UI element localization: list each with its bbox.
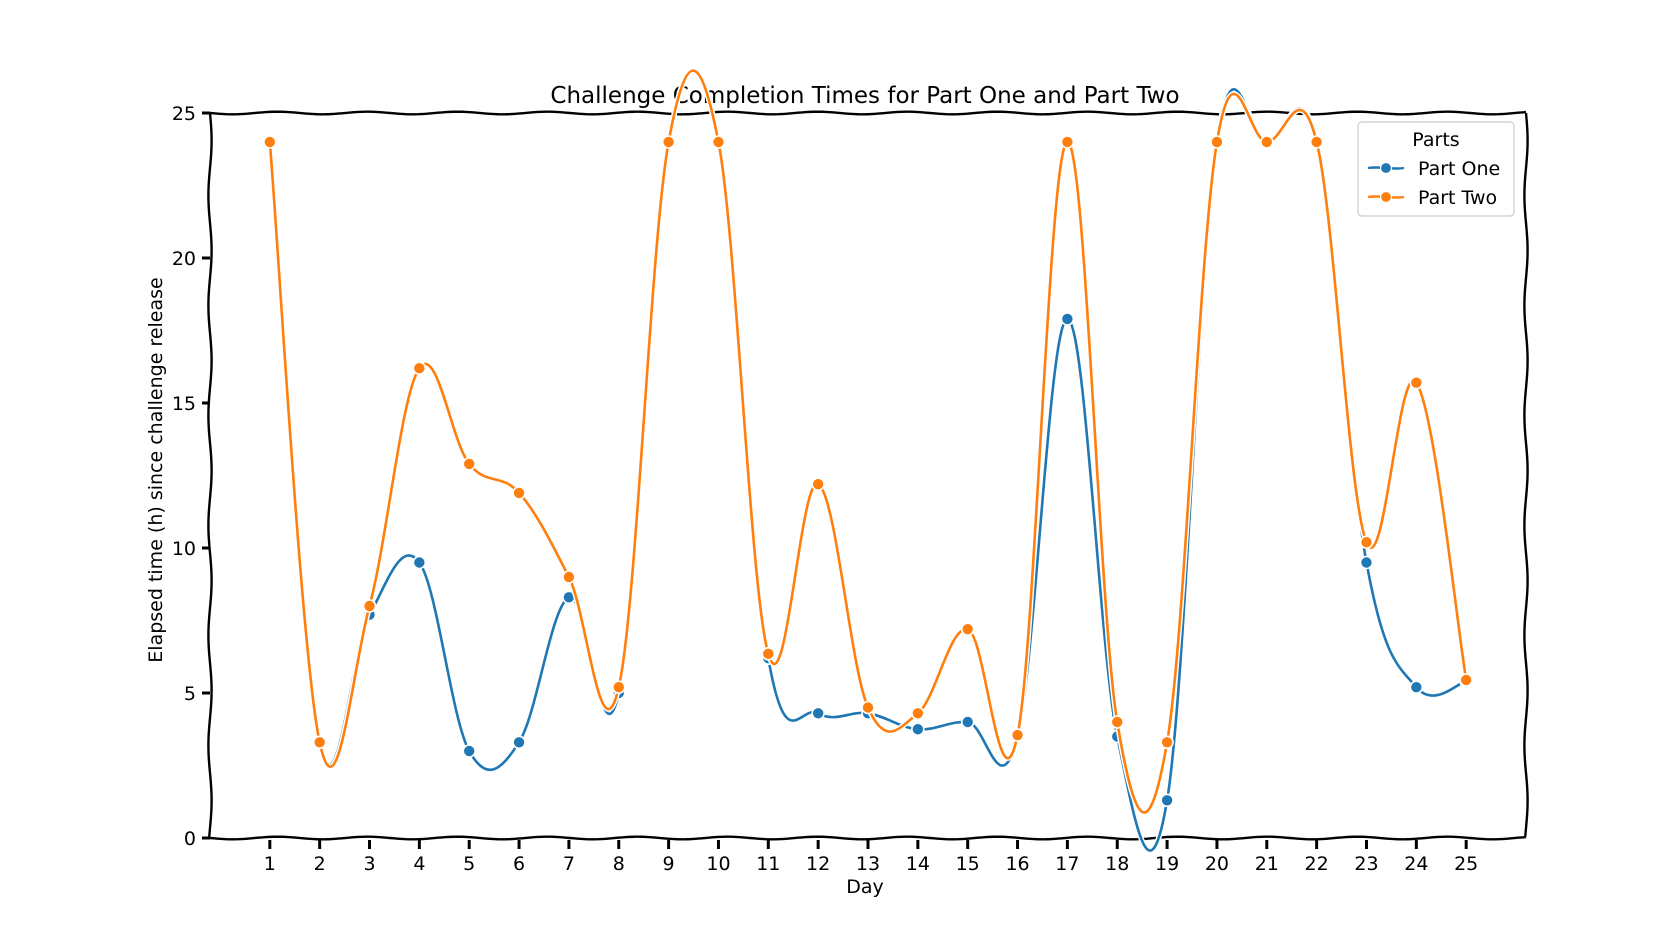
x-tick-label: 22 xyxy=(1305,853,1329,875)
x-tick-label: 13 xyxy=(856,853,880,875)
x-tick-label: 6 xyxy=(513,853,525,875)
legend-items: Part One Part Two xyxy=(1367,158,1500,209)
data-point xyxy=(312,735,327,750)
data-point xyxy=(1060,135,1075,149)
data-point xyxy=(811,477,825,492)
x-tick-label: 11 xyxy=(756,853,780,875)
x-tick-label: 21 xyxy=(1255,853,1279,875)
data-point xyxy=(1409,680,1424,695)
data-point xyxy=(462,457,477,471)
legend: Parts Part One Part Two xyxy=(1357,121,1515,217)
y-tick-label: 0 xyxy=(184,828,196,850)
chart-title: Challenge Completion Times for Part One … xyxy=(550,83,1179,109)
x-tick-label: 20 xyxy=(1205,853,1229,875)
x-axis: 1 2 3 4 5 6 7 8 9 10 11 12 13 14 15 16 17 18 19 20 21 22 23 24 2… xyxy=(264,840,1478,875)
legend-marker xyxy=(1379,190,1393,204)
data-point xyxy=(711,135,726,149)
x-axis-label: Day xyxy=(846,876,884,898)
left-spine xyxy=(207,112,213,838)
x-tick-label: 3 xyxy=(363,853,375,875)
bottom-spine xyxy=(209,835,1527,841)
legend-item: Part One xyxy=(1367,158,1500,180)
x-tick-label: 23 xyxy=(1354,853,1378,875)
x-tick-label: 17 xyxy=(1055,853,1079,875)
top-spine xyxy=(209,110,1527,116)
y-tick-label: 5 xyxy=(184,683,196,705)
y-axis-label: Elapsed time (h) since challenge release xyxy=(145,277,167,662)
data-point xyxy=(1309,135,1324,149)
data-point xyxy=(1259,135,1274,149)
data-point xyxy=(1160,793,1174,808)
legend-title: Parts xyxy=(1412,129,1459,151)
series-layer xyxy=(263,67,1473,854)
x-tick-label: 8 xyxy=(613,853,625,875)
x-tick-label: 4 xyxy=(413,853,425,875)
data-point xyxy=(861,700,875,715)
data-point xyxy=(412,555,427,570)
data-point xyxy=(761,647,776,661)
data-point xyxy=(811,706,825,721)
data-point xyxy=(1459,673,1473,687)
data-point xyxy=(1160,735,1174,750)
x-tick-label: 25 xyxy=(1454,853,1478,875)
x-tick-label: 12 xyxy=(806,853,830,875)
x-tick-label: 10 xyxy=(706,853,730,875)
data-point xyxy=(562,570,576,584)
series-line xyxy=(268,68,1467,852)
data-point xyxy=(911,706,925,721)
x-tick-label: 14 xyxy=(906,853,930,875)
data-point xyxy=(960,715,975,729)
y-axis: 0 5 10 15 20 25 xyxy=(172,103,210,850)
series-line-halo xyxy=(267,67,1468,854)
data-point xyxy=(1060,312,1075,326)
data-point xyxy=(512,735,526,750)
x-tick-label: 19 xyxy=(1155,853,1179,875)
legend-box xyxy=(1357,121,1515,217)
data-point xyxy=(1110,715,1125,729)
x-tick-label: 5 xyxy=(463,853,475,875)
x-tick-label: 2 xyxy=(314,853,326,875)
data-point xyxy=(960,622,975,637)
x-tick-label: 9 xyxy=(663,853,675,875)
legend-label: Part One xyxy=(1418,158,1500,180)
right-spine xyxy=(1523,112,1529,838)
x-tick-label: 7 xyxy=(563,853,575,875)
data-point xyxy=(462,744,477,758)
data-point xyxy=(1409,375,1424,390)
data-point xyxy=(911,722,925,737)
y-tick-label: 20 xyxy=(172,248,196,270)
data-point xyxy=(1359,535,1374,550)
data-point xyxy=(263,135,277,149)
legend-item: Part Two xyxy=(1367,187,1497,209)
x-tick-label: 18 xyxy=(1105,853,1129,875)
series-part-one xyxy=(263,67,1473,854)
data-point xyxy=(1010,728,1025,742)
legend-marker xyxy=(1379,161,1393,175)
data-point xyxy=(1359,555,1374,570)
x-tick-label: 1 xyxy=(264,853,276,875)
y-tick-label: 25 xyxy=(172,103,196,125)
series-part-two xyxy=(263,68,1473,816)
x-tick-label: 24 xyxy=(1404,853,1428,875)
data-point xyxy=(661,135,676,149)
x-tick-label: 15 xyxy=(956,853,980,875)
data-point xyxy=(412,361,427,376)
legend-label: Part Two xyxy=(1418,187,1497,209)
data-point xyxy=(362,599,377,613)
x-tick-label: 16 xyxy=(1005,853,1029,875)
data-point xyxy=(611,680,626,695)
data-point xyxy=(1210,135,1224,149)
y-tick-label: 15 xyxy=(172,393,196,415)
data-point xyxy=(512,486,526,500)
y-tick-label: 10 xyxy=(172,538,196,560)
